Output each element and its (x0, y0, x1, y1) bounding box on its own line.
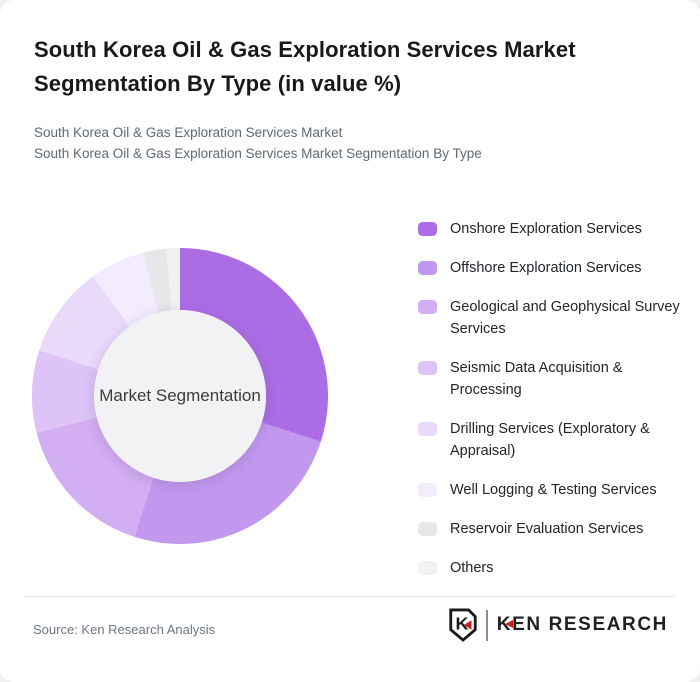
legend-item: Onshore Exploration Services (418, 218, 686, 240)
legend-item: Drilling Services (Exploratory & Apprais… (418, 418, 686, 462)
logo-wordmark: KEN RESEARCH (496, 614, 668, 635)
legend-swatch (418, 360, 437, 375)
legend-swatch (418, 260, 437, 275)
legend-label: Onshore Exploration Services (450, 221, 642, 237)
donut-svg (32, 248, 328, 544)
donut-inner-circle (94, 310, 266, 482)
donut-segment (93, 252, 159, 327)
legend-swatch (418, 221, 437, 236)
donut-segment (36, 417, 154, 537)
legend-label: Reservoir Evaluation Services (450, 521, 644, 537)
chart-area: Market Segmentation Onshore Exploration … (0, 218, 700, 579)
legend: Onshore Exploration Services Offshore Exp… (418, 218, 686, 579)
legend-item: Offshore Exploration Services (418, 257, 686, 279)
page-title: South Korea Oil & Gas Exploration Servic… (34, 37, 576, 96)
subtitle-block: South Korea Oil & Gas Exploration Servic… (34, 123, 700, 164)
subtitle-2: South Korea Oil & Gas Exploration Servic… (34, 145, 482, 161)
legend-swatch (418, 421, 437, 436)
legend-swatch (418, 521, 437, 536)
legend-label: Others (450, 560, 494, 576)
donut-segment (143, 248, 172, 313)
legend-item: Reservoir Evaluation Services (418, 518, 686, 540)
donut-segment (166, 248, 180, 311)
footer: Source: Ken Research Analysis K KEN RESE… (0, 596, 700, 682)
legend-swatch (418, 482, 437, 497)
shield-triangle-icon (463, 620, 472, 630)
shield-icon: K (449, 608, 477, 642)
subtitle-1: South Korea Oil & Gas Exploration Servic… (34, 125, 343, 140)
donut-segment (180, 248, 328, 442)
donut-chart: Market Segmentation (32, 248, 328, 544)
footer-divider (25, 596, 675, 597)
legend-swatch (418, 560, 437, 575)
legend-item: Well Logging & Testing Services (418, 479, 686, 501)
legend-swatch (418, 299, 437, 314)
legend-item: Seismic Data Acquisition & Processing (418, 357, 686, 401)
legend-label: Well Logging & Testing Services (450, 482, 657, 498)
source-text: Source: Ken Research Analysis (33, 622, 216, 637)
legend-label: Seismic Data Acquisition & Processing (450, 360, 623, 398)
legend-label: Offshore Exploration Services (450, 260, 642, 276)
ken-research-logo: K KEN RESEARCH (447, 606, 668, 644)
legend-label: Drilling Services (Exploratory & Apprais… (450, 421, 650, 459)
svg-text:K: K (455, 614, 468, 634)
donut-segment (39, 276, 130, 370)
logo-divider (485, 609, 488, 641)
donut-segment (134, 422, 321, 544)
legend-label: Geological and Geophysical Survey Servic… (450, 299, 680, 337)
legend-item: Geological and Geophysical Survey Servic… (418, 296, 686, 340)
donut-segment (32, 350, 99, 433)
red-triangle-icon (504, 620, 513, 628)
legend-item: Others (418, 557, 686, 579)
